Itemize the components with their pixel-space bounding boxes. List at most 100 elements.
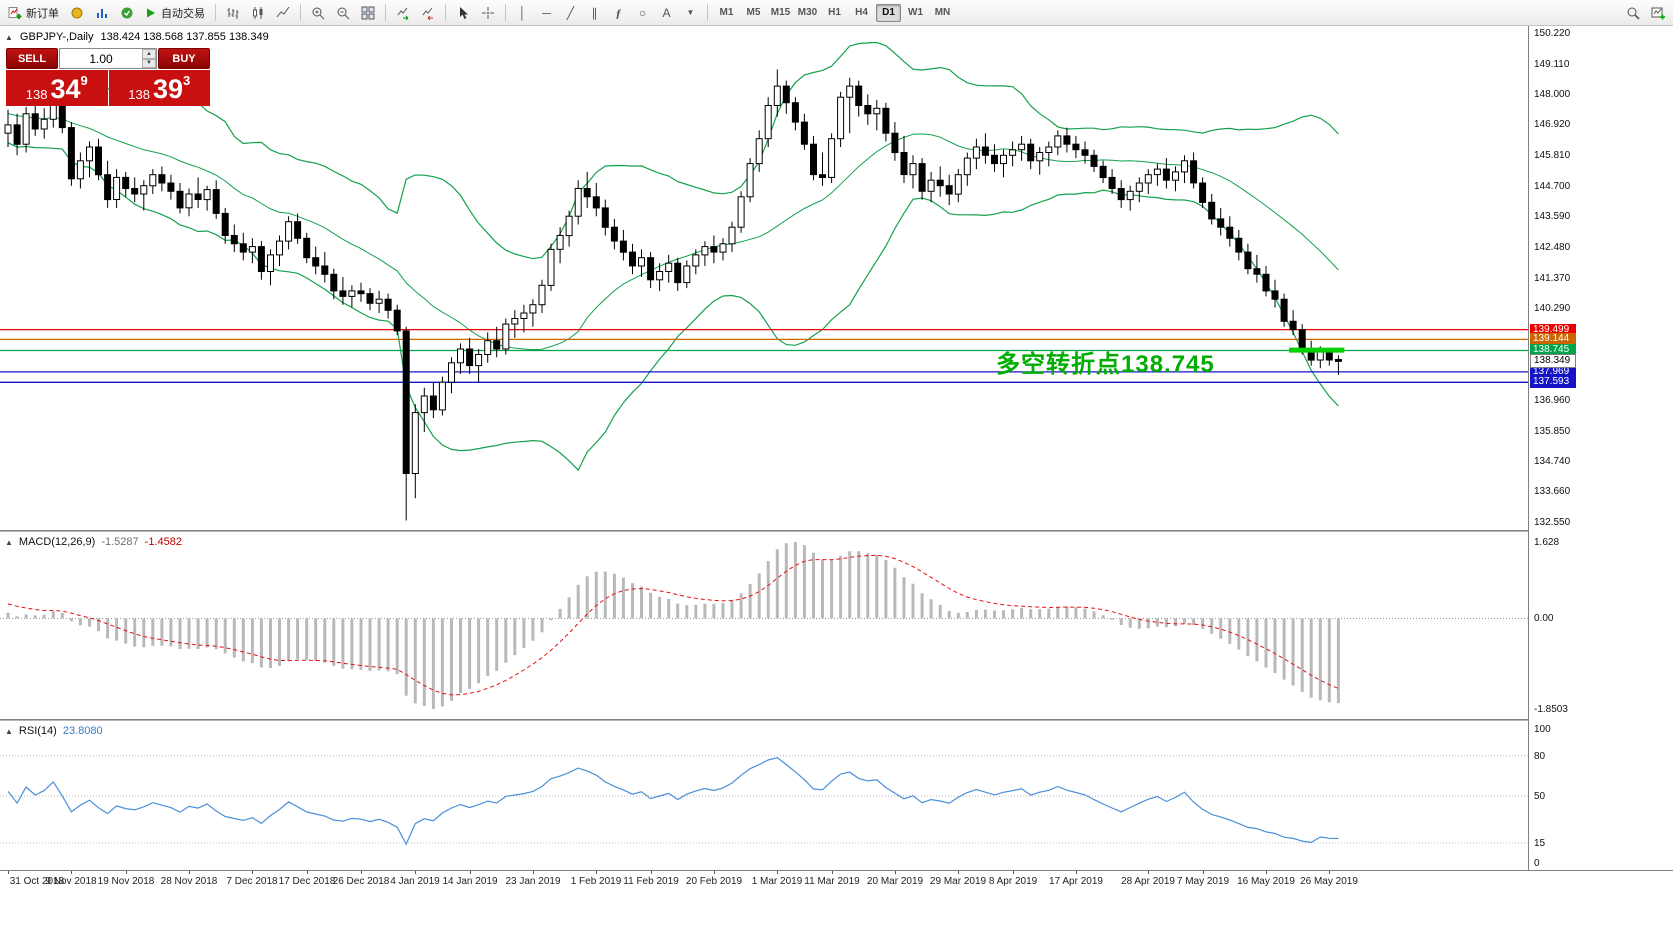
price-tick-label: 146.920 [1534,119,1571,130]
date-tick [894,871,896,874]
pane-separator[interactable] [0,719,1673,721]
pane-collapse-icon[interactable]: ▲ [5,726,13,736]
favorites-button[interactable] [65,2,89,24]
date-label: 17 Dec 2018 [278,876,336,887]
buy-price-sup: 3 [183,73,191,88]
rsi-chart[interactable] [0,721,1528,870]
price-tick-label: 135.850 [1534,426,1571,437]
price-level-label: 139.144 [1530,333,1576,345]
new-order-button[interactable]: 新订单 [3,2,64,24]
search-icon [1626,6,1640,20]
macd-axis-zero-label: 0.00 [1534,613,1554,624]
date-tick [415,871,417,874]
price-axis[interactable]: 150.220 149.110 148.000 146.920 145.810 144.7… [1528,26,1673,870]
timeframe-m1-button[interactable]: M1 [714,4,739,22]
auto-scroll-icon [396,6,410,20]
date-label: 26 May 2019 [1300,876,1358,887]
date-label: 28 Nov 2018 [160,876,218,887]
pane-collapse-icon[interactable]: ▲ [5,537,13,547]
sell-button[interactable]: SELL [6,48,58,69]
date-tick [252,871,254,874]
date-tick [125,871,127,874]
candlestick-chart[interactable] [0,26,1528,530]
arrow-tools-button[interactable]: ▼ [679,2,702,24]
new-chart-button[interactable] [1646,2,1670,24]
macd-pane: ▲ MACD(12,26,9) -1.5287 -1.4582 [0,532,1528,719]
pane-collapse-icon[interactable]: ▲ [5,32,13,42]
volume-decrease-button[interactable]: ▼ [142,58,156,68]
chart-shift-button[interactable] [416,2,440,24]
date-label: 20 Feb 2019 [685,876,743,887]
fibonacci-button[interactable]: ƒ [607,2,630,24]
rsi-pane: ▲ RSI(14) 23.8080 [0,721,1528,870]
volume-input[interactable] [60,49,142,68]
date-label: 29 Mar 2019 [929,876,987,887]
horizontal-line-icon: ─ [542,5,551,20]
timeframe-m5-button[interactable]: M5 [741,4,766,22]
channel-button[interactable]: ∥ [583,2,606,24]
price-tick-label: 145.810 [1534,150,1571,161]
trendline-button[interactable]: ╱ [559,2,582,24]
text-button[interactable]: A [655,2,678,24]
sell-price-display[interactable]: 138 34 9 [6,70,108,106]
timeframe-h1-button[interactable]: H1 [822,4,847,22]
zoom-out-button[interactable] [331,2,355,24]
shapes-button[interactable]: ○ [631,2,654,24]
date-label: 26 Dec 2018 [332,876,390,887]
macd-chart[interactable] [0,532,1528,719]
pane-separator[interactable] [0,530,1673,532]
vertical-line-button[interactable]: │ [511,2,534,24]
timeframe-m15-button[interactable]: M15 [768,4,793,22]
sell-price-big: 34 [50,74,81,105]
sell-price-sup: 9 [80,73,88,88]
date-tick [1075,871,1077,874]
date-tick [831,871,833,874]
search-button[interactable] [1621,2,1645,24]
date-label: 16 May 2019 [1237,876,1295,887]
crosshair-button[interactable] [476,2,500,24]
auto-scroll-button[interactable] [391,2,415,24]
date-axis[interactable]: 31 Oct 2018 9 Nov 2018 19 Nov 2018 28 Nov 2… [0,870,1673,890]
date-label: 1 Mar 2019 [751,876,803,887]
zoom-in-icon [311,6,325,20]
new-chart-icon [1651,6,1665,20]
timeframe-w1-button[interactable]: W1 [903,4,928,22]
buy-button[interactable]: BUY [158,48,210,69]
buy-price-display[interactable]: 138 39 3 [108,70,210,106]
timeframe-h4-button[interactable]: H4 [849,4,874,22]
horizontal-line-button[interactable]: ─ [535,2,558,24]
date-tick [8,871,9,874]
current-price-label: 138.349 [1530,354,1576,368]
rsi-axis-min-label: 0 [1534,858,1540,869]
date-tick [958,871,960,874]
price-tick-label: 149.110 [1534,59,1570,70]
timeframe-m30-button[interactable]: M30 [795,4,820,22]
timeframe-group: M1 M5 M15 M30 H1 H4 D1 W1 MN [713,3,956,22]
date-tick [1148,871,1150,874]
volume-increase-button[interactable]: ▲ [142,49,156,59]
date-tick [596,871,598,874]
timeframe-d1-button[interactable]: D1 [876,3,901,22]
date-label: 28 Apr 2019 [1121,876,1175,887]
bar-chart-button[interactable] [221,2,245,24]
tile-windows-button[interactable] [356,2,380,24]
macd-label: MACD(12,26,9) [18,536,96,548]
gold-icon [70,6,84,20]
macd-value: -1.5287 [101,536,139,548]
macd-signal-line [7,554,1339,696]
price-tick-label: 134.740 [1534,456,1571,467]
zoom-in-button[interactable] [306,2,330,24]
market-watch-button[interactable] [90,2,114,24]
cursor-button[interactable] [451,2,475,24]
candlestick-chart-button[interactable] [246,2,270,24]
timeframe-mn-button[interactable]: MN [930,4,955,22]
line-chart-button[interactable] [271,2,295,24]
navigator-button[interactable] [115,2,139,24]
date-label: 19 Nov 2018 [97,876,155,887]
chart-shift-icon [421,6,435,20]
chart-annotation: 多空转折点138.745 [996,351,1215,378]
date-label: 14 Jan 2019 [442,876,498,887]
price-tick-label: 140.290 [1534,303,1571,314]
autotrading-button[interactable]: 自动交易 [140,2,210,24]
date-tick [777,871,779,874]
